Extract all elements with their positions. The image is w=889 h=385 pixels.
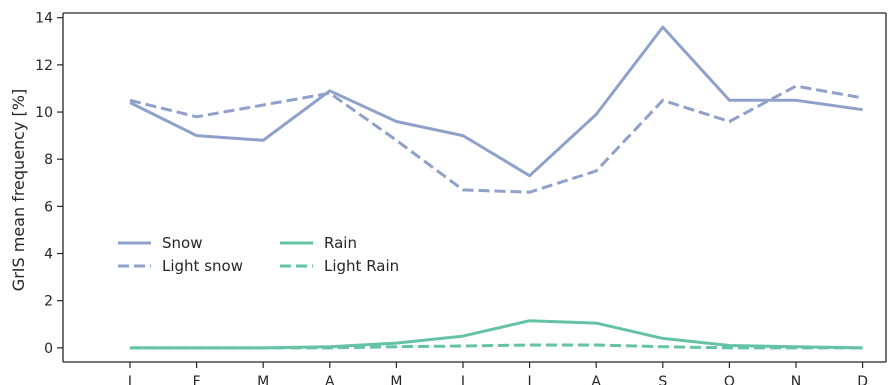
y-tick-label: 4 bbox=[44, 247, 53, 263]
x-tick-label: A bbox=[591, 374, 601, 385]
series-line-snow bbox=[129, 25, 863, 178]
x-tick-label: J bbox=[527, 374, 532, 385]
series-line-rain bbox=[130, 319, 863, 350]
x-tick-label: J bbox=[460, 374, 465, 385]
x-tick-label: J bbox=[127, 374, 132, 385]
legend-label: Rain bbox=[324, 234, 357, 252]
x-tick-label: F bbox=[193, 374, 201, 385]
y-tick-label: 12 bbox=[35, 58, 53, 74]
series-layer bbox=[129, 25, 863, 350]
legend-label: Light Rain bbox=[324, 257, 399, 275]
x-tick-label: N bbox=[791, 374, 801, 385]
y-axis-title: GrIS mean frequency [%] bbox=[9, 89, 28, 291]
legend-label: Light snow bbox=[162, 257, 243, 275]
x-tick-label: M bbox=[390, 374, 402, 385]
x-tick-label: S bbox=[658, 374, 667, 385]
series-line-light-rain bbox=[130, 343, 863, 350]
x-tick-label: O bbox=[724, 374, 735, 385]
y-tick-label: 8 bbox=[44, 152, 53, 168]
series-line-light-snow bbox=[129, 84, 863, 194]
x-tick-label: M bbox=[257, 374, 269, 385]
y-tick-label: 10 bbox=[35, 105, 53, 121]
y-tick-label: 2 bbox=[44, 294, 53, 310]
x-tick-label: D bbox=[857, 374, 868, 385]
y-tick-label: 0 bbox=[44, 341, 53, 357]
legend: Snow Light snow Rain Light Rain bbox=[118, 234, 399, 275]
y-tick-label: 6 bbox=[44, 199, 53, 215]
x-tick-label: A bbox=[325, 374, 335, 385]
legend-label: Snow bbox=[162, 234, 202, 252]
axes: 0 2 4 6 8 10 12 14 J F M A M J J A S O N D bbox=[35, 11, 887, 385]
y-tick-label: 14 bbox=[35, 11, 53, 27]
